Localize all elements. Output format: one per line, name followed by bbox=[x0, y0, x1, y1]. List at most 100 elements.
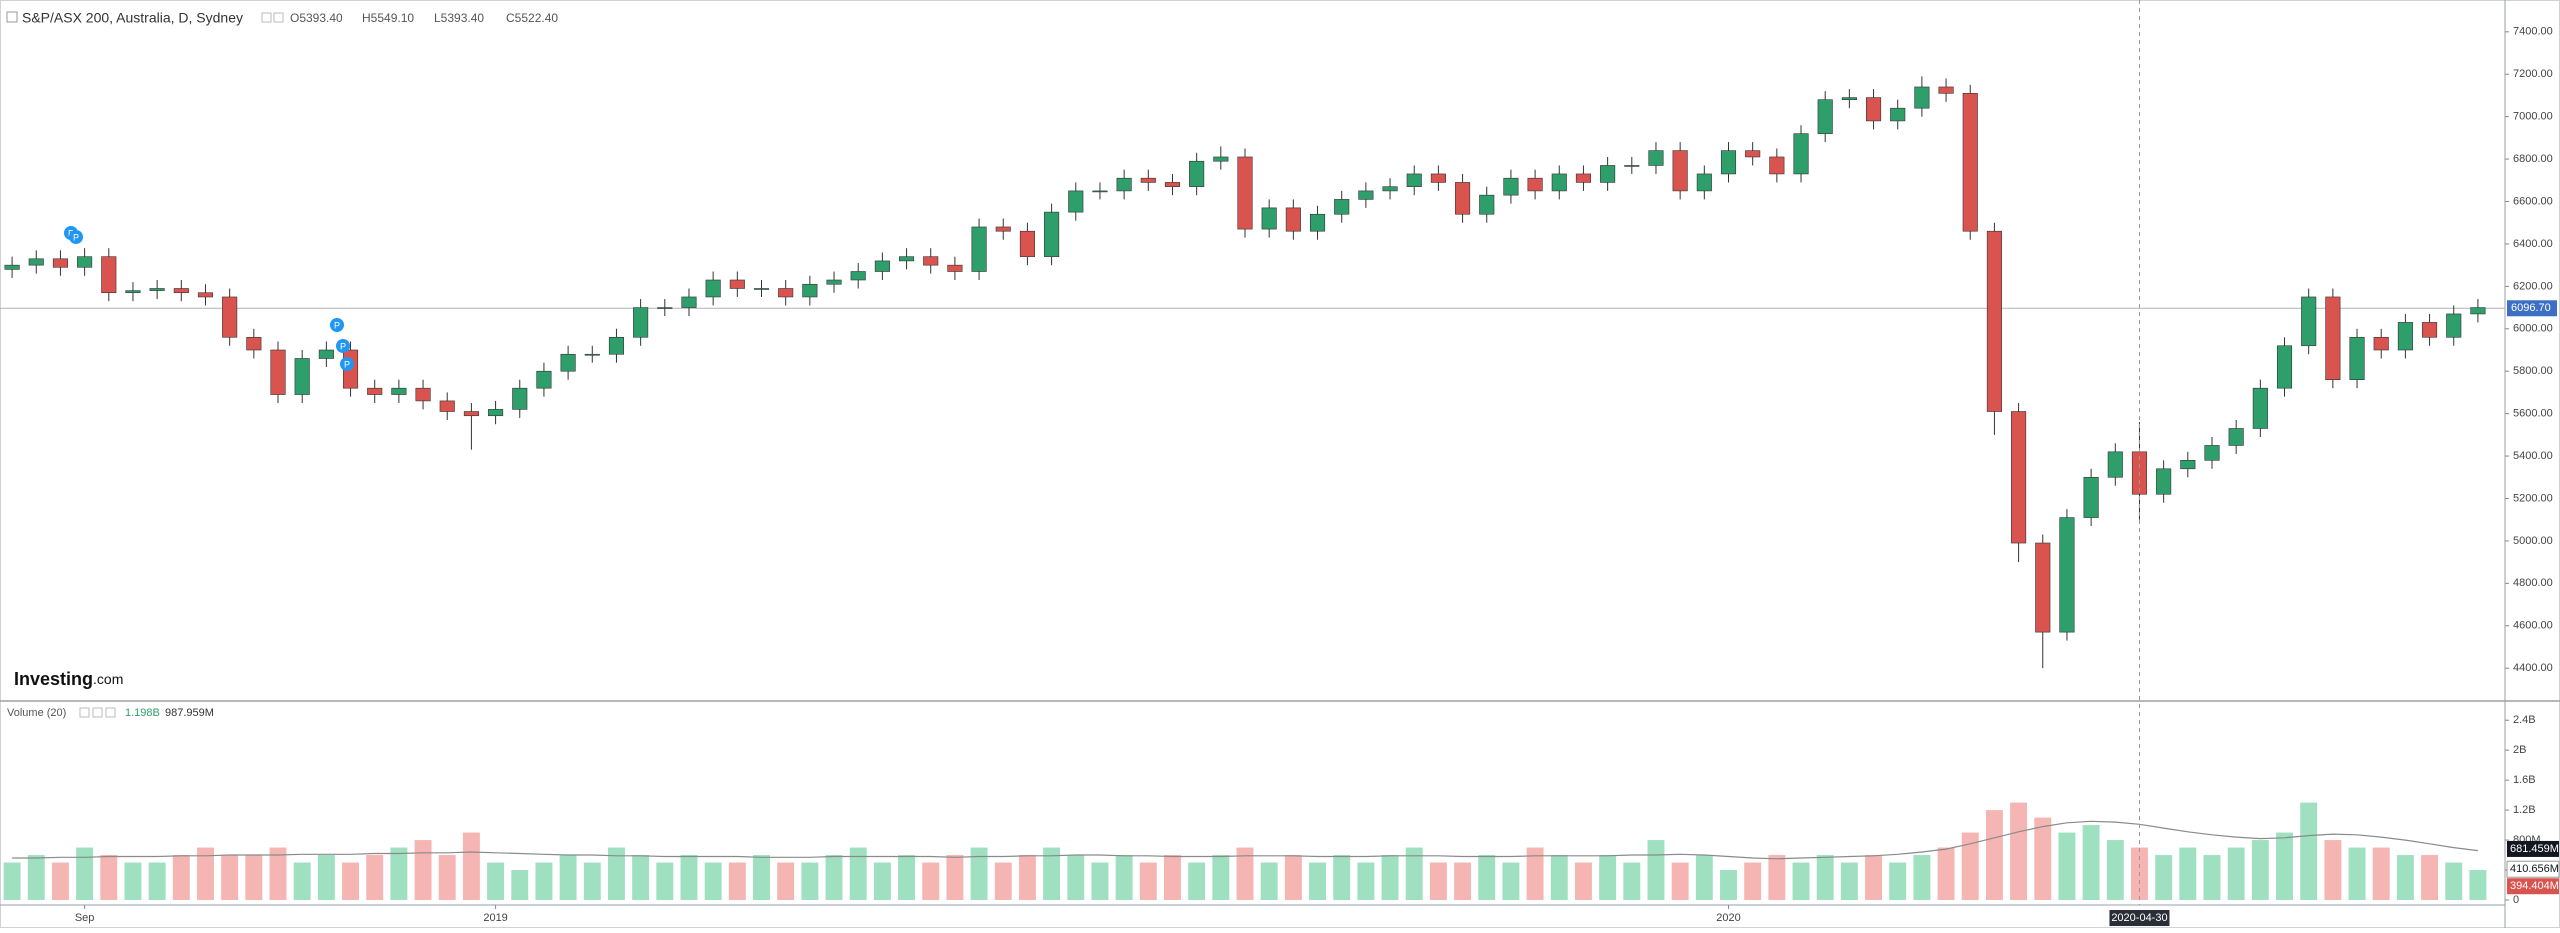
volume-icon[interactable] bbox=[79, 707, 90, 718]
candle-body bbox=[2252, 387, 2268, 429]
volume-value-label: 410.656M bbox=[2510, 863, 2559, 875]
candle-body bbox=[1696, 173, 1712, 192]
y-tick-label: 4600.00 bbox=[2513, 620, 2553, 632]
volume-icon[interactable] bbox=[92, 707, 103, 718]
ohlc-open: O5393.40 bbox=[290, 11, 343, 25]
candle-body bbox=[1720, 150, 1737, 175]
volume-bar bbox=[753, 855, 770, 900]
candle-body bbox=[270, 349, 286, 395]
candle-body bbox=[222, 296, 238, 338]
volume-bar bbox=[2227, 847, 2245, 900]
candle-body bbox=[1455, 182, 1471, 215]
candle-body bbox=[2470, 307, 2486, 315]
volume-value-box bbox=[2506, 860, 2560, 878]
volume-bar bbox=[2445, 862, 2463, 900]
candle-body bbox=[1092, 190, 1108, 193]
close-icon[interactable] bbox=[273, 12, 284, 23]
volume-bar bbox=[2396, 855, 2414, 900]
y-tick-label: 6000.00 bbox=[2513, 323, 2553, 335]
candle-body bbox=[2276, 345, 2293, 389]
y-tick-label: 5800.00 bbox=[2513, 365, 2553, 377]
candle-body bbox=[2301, 296, 2317, 347]
volume-y-tick-label: 2B bbox=[2513, 744, 2526, 756]
volume-header: Volume (20) 1.198B 987.959M bbox=[7, 707, 214, 719]
volume-bar bbox=[1357, 862, 1375, 900]
candle-body bbox=[77, 256, 93, 268]
candle-body bbox=[1237, 156, 1253, 230]
volume-bar bbox=[1260, 862, 1278, 900]
candle-body bbox=[850, 271, 866, 281]
candle-body bbox=[1213, 156, 1229, 162]
candle-body bbox=[874, 260, 890, 272]
volume-value-label: 681.459M bbox=[2510, 843, 2559, 855]
candle-body bbox=[1841, 97, 1857, 100]
volume-bar bbox=[51, 862, 69, 900]
volume-bar bbox=[1212, 855, 1230, 900]
volume-bar bbox=[849, 847, 867, 900]
volume-bar bbox=[559, 855, 577, 900]
volume-bar bbox=[2324, 840, 2342, 900]
candle-body bbox=[1914, 86, 1930, 109]
event-marker[interactable] bbox=[69, 230, 83, 244]
candle-body bbox=[1189, 160, 1205, 187]
volume-value-box bbox=[2507, 840, 2559, 857]
candle-body bbox=[1672, 150, 1688, 192]
crosshair-label-box bbox=[2109, 910, 2170, 926]
y-tick-label: 7400.00 bbox=[2513, 26, 2553, 38]
volume-bar bbox=[2010, 802, 2028, 900]
candle-body bbox=[536, 370, 552, 389]
volume-bar bbox=[1309, 862, 1326, 900]
volume-bar bbox=[414, 840, 432, 900]
volume-value: 1.198B bbox=[125, 707, 160, 719]
event-marker[interactable] bbox=[336, 339, 350, 353]
logo-main: Investing bbox=[14, 669, 93, 689]
volume-bar bbox=[1333, 855, 1351, 900]
volume-bar bbox=[1381, 855, 1399, 900]
event-marker[interactable] bbox=[340, 357, 354, 371]
collapse-icon[interactable] bbox=[6, 11, 18, 23]
candle-body bbox=[2373, 336, 2389, 351]
volume-bar bbox=[2155, 855, 2173, 900]
candle-body bbox=[2011, 411, 2027, 544]
volume-bar bbox=[1840, 862, 1858, 900]
y-tick-label: 7200.00 bbox=[2513, 68, 2553, 80]
candle-body bbox=[1261, 207, 1277, 230]
volume-icon[interactable] bbox=[105, 707, 116, 718]
candle-body bbox=[560, 353, 576, 372]
candle-body bbox=[729, 279, 745, 289]
volume-bar bbox=[2300, 802, 2318, 900]
candle-body bbox=[1962, 93, 1978, 232]
y-tick-label: 6800.00 bbox=[2513, 153, 2553, 165]
event-marker[interactable] bbox=[330, 318, 344, 332]
candle-body bbox=[2156, 468, 2172, 495]
settings-icon[interactable] bbox=[261, 12, 272, 23]
candle-body bbox=[2059, 517, 2075, 633]
volume-bar bbox=[511, 870, 529, 900]
event-marker-label: P bbox=[334, 320, 340, 330]
candle-body bbox=[197, 292, 214, 298]
volume-bar bbox=[100, 855, 118, 900]
candle-body bbox=[2325, 296, 2341, 380]
candle-body bbox=[2180, 460, 2196, 470]
volume-bar bbox=[2106, 840, 2124, 900]
volume-bar bbox=[1429, 862, 1447, 900]
candle-body bbox=[52, 258, 68, 268]
candle-body bbox=[1986, 230, 2002, 412]
candle-body bbox=[2397, 322, 2413, 351]
y-tick-label: 5200.00 bbox=[2513, 492, 2553, 504]
y-tick-label: 5000.00 bbox=[2513, 535, 2553, 547]
candle-body bbox=[753, 288, 770, 290]
volume-bar bbox=[680, 855, 698, 900]
volume-bar bbox=[1067, 855, 1085, 900]
candle-body bbox=[28, 258, 44, 266]
candle-body bbox=[584, 353, 600, 356]
candle-body bbox=[1334, 199, 1350, 215]
volume-bar bbox=[632, 855, 650, 900]
volume-bar bbox=[366, 855, 384, 900]
volume-bar bbox=[825, 855, 843, 900]
candle-body bbox=[367, 387, 383, 395]
volume-bar bbox=[390, 847, 408, 900]
candle-body bbox=[2083, 476, 2099, 518]
